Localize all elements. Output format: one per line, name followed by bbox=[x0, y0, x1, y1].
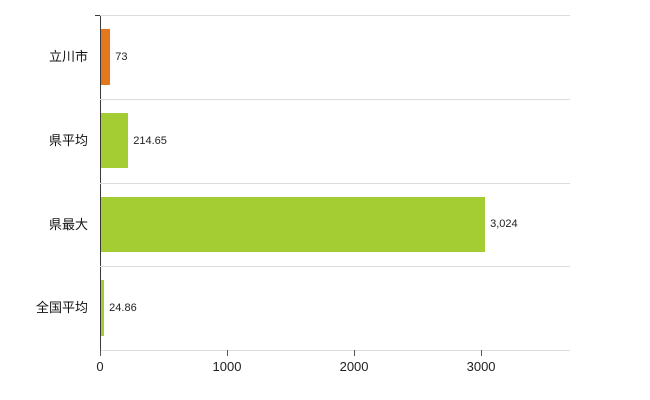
x-tick-label: 3000 bbox=[466, 359, 496, 374]
bar-0 bbox=[101, 29, 111, 85]
gridline bbox=[100, 15, 570, 16]
x-axis-labels: 0 1000 2000 3000 bbox=[96, 350, 600, 380]
plot-area: 73 214.65 3,024 24.86 bbox=[100, 15, 570, 356]
bar-2 bbox=[101, 196, 486, 252]
category-label: 立川市 bbox=[48, 49, 88, 64]
category-label: 全国平均 bbox=[35, 300, 88, 316]
bar-3 bbox=[101, 280, 105, 336]
bar-1 bbox=[101, 112, 129, 169]
y-axis-top-tick bbox=[95, 15, 100, 16]
category-label: 県平均 bbox=[48, 132, 88, 148]
x-tick-mark bbox=[354, 350, 356, 356]
category-label: 県最大 bbox=[48, 216, 88, 232]
x-tick-mark bbox=[227, 350, 229, 356]
x-tick-label: 1000 bbox=[212, 359, 242, 374]
x-tick-mark bbox=[100, 350, 101, 356]
gridline bbox=[100, 266, 570, 268]
gridline bbox=[100, 98, 570, 100]
x-tick-label: 2000 bbox=[339, 359, 369, 374]
value-label: 24.86 bbox=[109, 302, 137, 315]
gridline bbox=[100, 182, 570, 184]
x-tick-mark bbox=[481, 350, 483, 356]
x-tick-label: 0 bbox=[96, 359, 104, 374]
value-label: 3,024 bbox=[490, 218, 518, 231]
value-label: 214.65 bbox=[133, 134, 167, 147]
category-labels: 立川市県平均県最大全国平均 bbox=[0, 15, 96, 350]
gridline bbox=[100, 350, 570, 351]
value-label: 73 bbox=[115, 50, 128, 63]
